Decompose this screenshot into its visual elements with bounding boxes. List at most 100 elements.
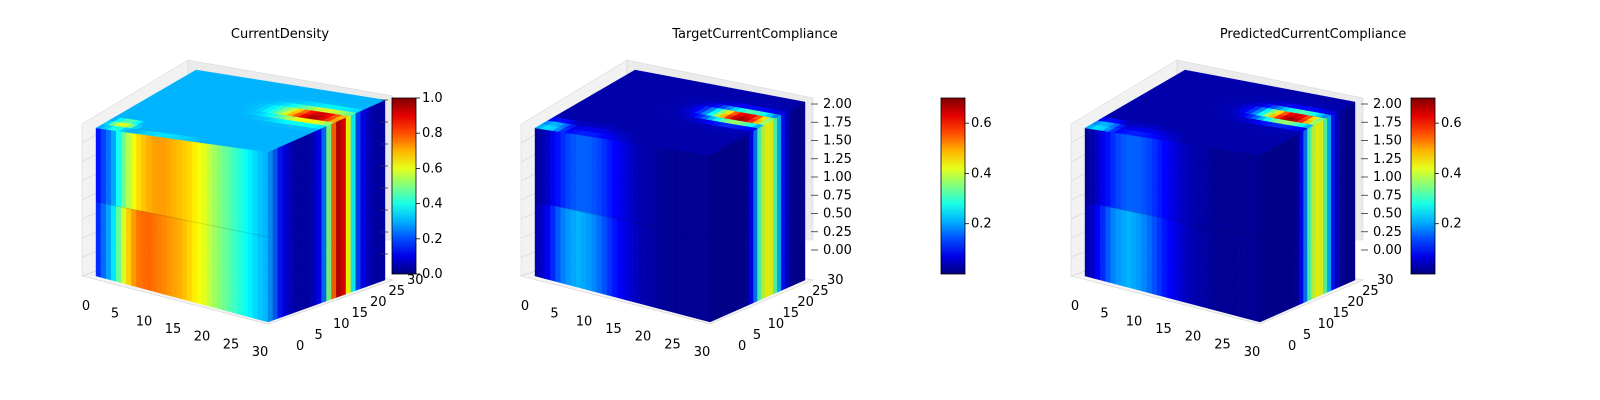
front-cell: [642, 258, 649, 272]
side-cell: [792, 207, 798, 223]
side-cell: [1327, 190, 1332, 206]
side-cell: [753, 288, 758, 304]
side-cell: [796, 154, 802, 170]
front-cell: [550, 204, 556, 218]
side-cell: [331, 234, 337, 250]
side-cell: [282, 290, 288, 305]
front-cell: [668, 194, 675, 208]
side-cell: [765, 133, 770, 150]
front-cell: [1115, 197, 1122, 210]
front-cell: [1162, 217, 1168, 231]
side-cell: [1338, 196, 1344, 212]
front-cell: [689, 198, 695, 212]
front-cell: [606, 138, 613, 152]
side-cell: [785, 248, 790, 264]
front-cell: [207, 154, 213, 168]
front-cell: [637, 200, 644, 214]
front-cell: [126, 175, 132, 188]
side-cell: [785, 173, 790, 189]
side-cell: [1319, 206, 1324, 222]
front-cell: [622, 152, 628, 166]
front-cell: [668, 183, 675, 197]
side-cell: [749, 277, 754, 293]
side-cell: [1291, 257, 1296, 272]
side-cell: [769, 144, 774, 160]
side-cell: [749, 130, 754, 146]
side-cell: [370, 168, 376, 184]
front-cell: [166, 193, 173, 207]
front-cell: [1162, 229, 1168, 242]
side-cell: [301, 208, 308, 224]
z-tick-label: 1.25: [1373, 152, 1402, 167]
front-cell: [191, 255, 198, 269]
front-cell: [581, 178, 587, 192]
front-cell: [1115, 132, 1122, 145]
front-cell: [126, 218, 132, 232]
side-cell: [287, 226, 293, 242]
side-cell: [781, 112, 786, 129]
side-cell: [1303, 263, 1308, 279]
front-cell: [1213, 297, 1220, 312]
side-cell: [297, 297, 303, 312]
front-cell: [222, 157, 228, 171]
side-cell: [1331, 137, 1336, 154]
side-cell: [379, 228, 386, 244]
front-cell: [171, 160, 178, 174]
side-cell: [737, 271, 742, 286]
front-cell: [1228, 173, 1235, 187]
front-cell: [232, 205, 238, 220]
side-cell: [785, 110, 790, 126]
side-cell: [306, 169, 313, 185]
side-cell: [1338, 247, 1344, 263]
side-cell: [1319, 181, 1324, 197]
side-cell: [1350, 165, 1356, 181]
side-cell: [1259, 296, 1265, 311]
side-cell: [360, 172, 366, 188]
side-cell: [1259, 272, 1265, 287]
front-cell: [1198, 191, 1204, 204]
side-cell: [1263, 198, 1269, 213]
front-cell: [678, 301, 685, 316]
front-cell: [586, 190, 592, 204]
front-cell: [1084, 244, 1091, 257]
side-cell: [713, 246, 719, 261]
side-cell: [1275, 288, 1280, 304]
front-cell: [575, 243, 582, 256]
front-cell: [126, 197, 132, 210]
side-cell: [1303, 165, 1308, 181]
front-cell: [663, 205, 670, 219]
front-cell: [166, 261, 173, 275]
front-cell: [637, 223, 644, 237]
front-cell: [1146, 203, 1153, 217]
side-cell: [1323, 241, 1328, 257]
side-cell: [769, 256, 774, 272]
front-cell: [181, 185, 188, 198]
front-cell: [222, 274, 228, 288]
side-cell: [761, 247, 766, 263]
side-cell: [733, 139, 738, 155]
side-cell: [765, 220, 770, 236]
front-cell: [673, 300, 680, 315]
front-cell: [1218, 183, 1225, 197]
side-cell: [360, 235, 366, 251]
front-face: [95, 127, 269, 323]
front-cell: [191, 152, 198, 166]
side-cell: [1291, 134, 1296, 150]
front-cell: [1239, 175, 1245, 189]
front-cell: [622, 186, 628, 199]
front-cell: [586, 256, 592, 270]
side-cell: [1259, 260, 1265, 275]
front-cell: [1120, 133, 1127, 146]
side-cell: [773, 266, 778, 282]
front-cell: [586, 168, 592, 182]
side-cell: [749, 290, 754, 305]
side-cell: [277, 145, 283, 161]
side-cell: [1346, 154, 1352, 170]
side-cell: [1263, 294, 1269, 309]
front-cell: [1162, 139, 1168, 153]
front-cell: [1084, 191, 1091, 204]
side-cell: [1295, 206, 1300, 222]
side-cell: [1263, 234, 1269, 249]
side-cell: [745, 255, 750, 270]
side-cell: [1311, 136, 1316, 152]
